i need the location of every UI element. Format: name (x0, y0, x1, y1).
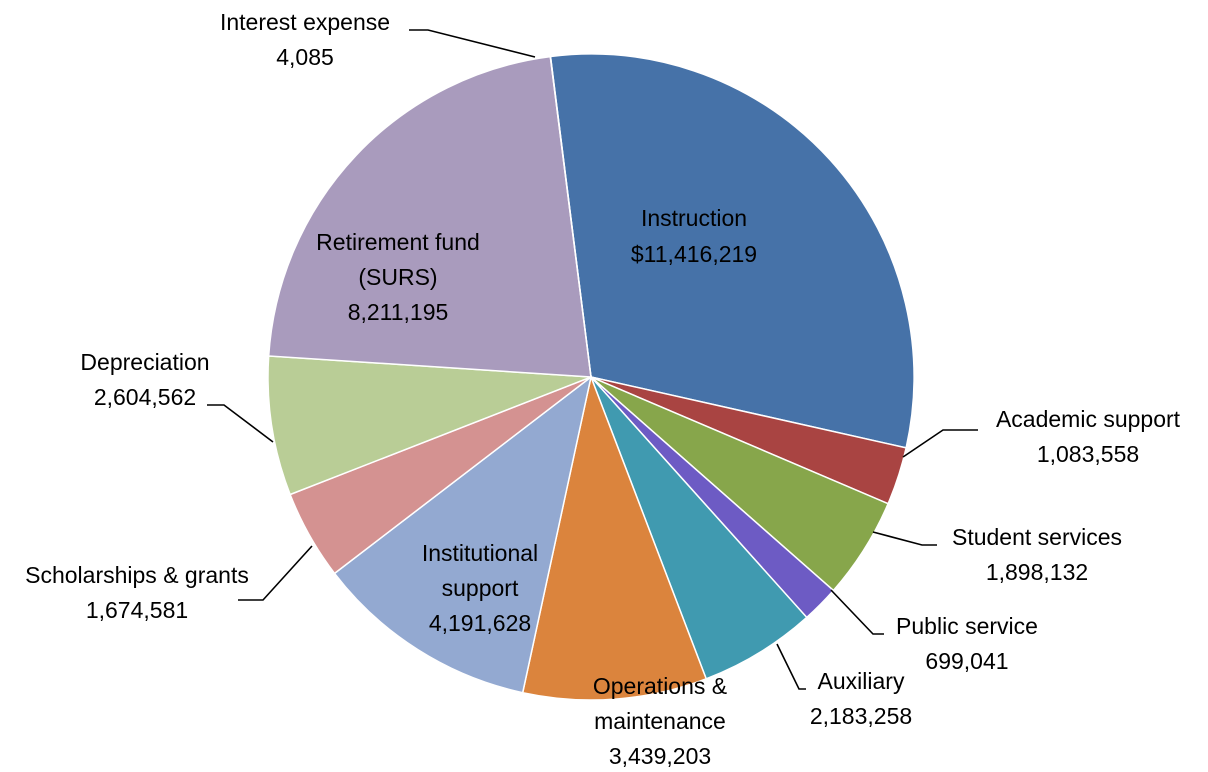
label-name: Student services (952, 524, 1122, 550)
slice-operations-and-maintenance (521, 374, 708, 701)
slice-institutional-support (333, 375, 593, 694)
label-name: maintenance (594, 708, 726, 734)
label-value: 1,083,558 (1037, 441, 1139, 467)
label-name: Academic support (996, 406, 1181, 432)
label-value: 2,604,562 (94, 384, 196, 410)
label-name: Institutional (422, 540, 538, 566)
label-academic-support: Academic support 1,083,558 (996, 406, 1181, 467)
leader-line-interest-expense (409, 29, 536, 58)
label-scholarships-and-grants: Scholarships & grants 1,674,581 (25, 562, 249, 623)
label-value: 4,191,628 (429, 610, 531, 636)
label-value: 699,041 (925, 648, 1008, 674)
label-name: Interest expense (220, 9, 390, 35)
label-value: 4,085 (276, 44, 334, 70)
pie-slices (267, 53, 915, 701)
label-name: Operations & (593, 673, 727, 699)
leader-line-scholarships-and-grants (238, 545, 313, 601)
label-value: 3,439,203 (609, 743, 711, 769)
label-institutional-support: Institutional support 4,191,628 (422, 540, 538, 636)
leader-line-public-service (830, 589, 884, 635)
label-name: Public service (896, 613, 1038, 639)
label-interest-expense: Interest expense 4,085 (220, 9, 390, 70)
leader-line-depreciation (207, 404, 274, 443)
label-name: Auxiliary (818, 668, 905, 694)
label-retirement-fund-surs: Retirement fund (SURS) 8,211,195 (316, 229, 480, 325)
label-name: (SURS) (358, 264, 437, 290)
label-value: 1,898,132 (986, 559, 1088, 585)
label-student-services: Student services 1,898,132 (952, 524, 1122, 585)
slice-instruction (549, 53, 915, 449)
slice-interest-expense (549, 55, 592, 378)
label-name: Depreciation (80, 349, 209, 375)
label-depreciation: Depreciation 2,604,562 (80, 349, 209, 410)
slice-labels: Instruction $11,416,219 Academic support 1,… (25, 9, 1181, 769)
leader-line-auxiliary (776, 643, 806, 690)
label-name: Instruction (641, 205, 747, 231)
slice-depreciation (267, 355, 592, 496)
label-auxiliary: Auxiliary 2,183,258 (810, 668, 912, 729)
label-value: 8,211,195 (348, 299, 449, 325)
label-name: Scholarships & grants (25, 562, 249, 588)
leader-lines (207, 29, 978, 690)
label-name: support (442, 575, 519, 601)
slice-retirement-fund-surs (267, 55, 592, 378)
label-value: $11,416,219 (631, 241, 757, 267)
label-operations-and-maintenance: Operations & maintenance 3,439,203 (593, 673, 727, 769)
label-value: 1,674,581 (86, 597, 188, 623)
leader-line-academic-support (902, 429, 978, 458)
label-instruction: Instruction $11,416,219 (631, 205, 757, 267)
label-name: Retirement fund (316, 229, 480, 255)
label-value: 2,183,258 (810, 703, 912, 729)
label-public-service: Public service 699,041 (896, 613, 1038, 674)
leader-line-student-services (872, 531, 937, 546)
